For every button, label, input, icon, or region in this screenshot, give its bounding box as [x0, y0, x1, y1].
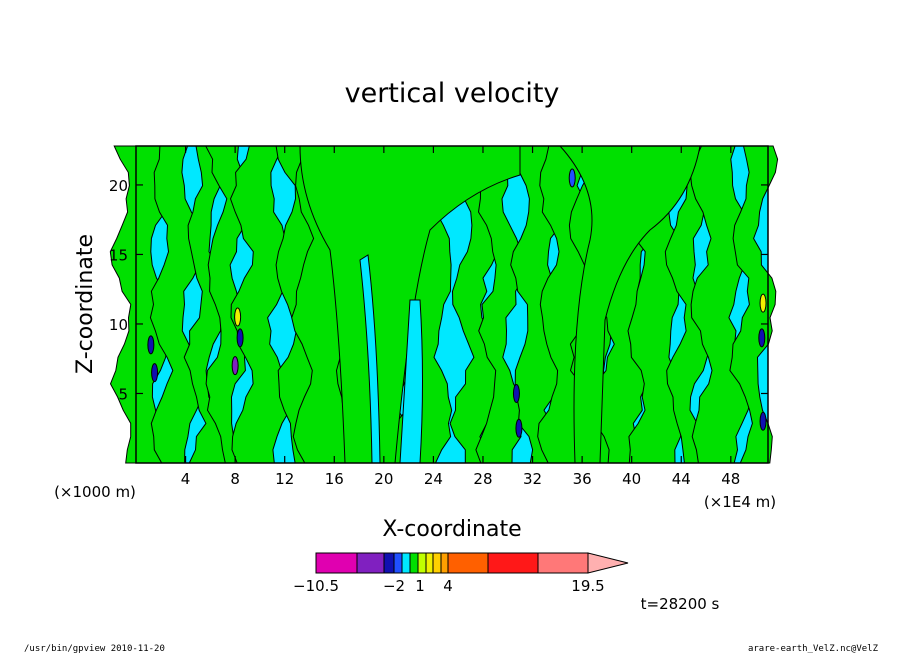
contour-core: [236, 328, 244, 348]
contour-field: [109, 145, 779, 464]
x-tick-label: 44: [672, 470, 691, 488]
colorbar-swatch: [417, 552, 427, 574]
colorbar-tick-labels: −10.5 −2 1 4 19.5: [293, 577, 605, 595]
x-tick-label: 28: [473, 470, 492, 488]
x-tick-label: 48: [721, 470, 740, 488]
contour-core: [231, 356, 239, 376]
colorbar-swatch: [409, 552, 419, 574]
x-tick-label: 20: [374, 470, 393, 488]
footer-right: arare-earth_VelZ.nc@VelZ: [748, 644, 879, 654]
colorbar-swatch: [447, 552, 489, 574]
x-unit-right: (×1E4 m): [704, 493, 776, 511]
y-tick-label: 5: [118, 385, 128, 403]
y-axis-label: Z-coordinate: [73, 234, 98, 374]
x-axis-label: X-coordinate: [382, 517, 521, 542]
chart-title: vertical velocity: [345, 78, 560, 109]
colorbar-swatch: [393, 552, 403, 574]
y-tick-label: 10: [109, 316, 128, 334]
colorbar-tick-label: −10.5: [293, 577, 339, 595]
colorbar: [315, 552, 629, 574]
contour-band: [729, 145, 779, 464]
x-tick-label: 32: [523, 470, 542, 488]
contour-core: [234, 307, 242, 327]
colorbar-extend-arrow: [587, 552, 629, 574]
colorbar-tick-label: −2: [383, 577, 405, 595]
x-unit-left: (×1000 m): [54, 483, 136, 501]
colorbar-swatch: [356, 552, 385, 574]
footer-left: /usr/bin/gpview 2010-11-20: [24, 644, 165, 654]
x-tick-label: 8: [230, 470, 240, 488]
y-tick-label: 20: [109, 177, 128, 195]
colorbar-swatch: [432, 552, 442, 574]
colorbar-tick-label: 1: [415, 577, 425, 595]
colorbar-swatch: [487, 552, 539, 574]
contour-core: [758, 328, 766, 348]
colorbar-swatch: [440, 552, 449, 574]
colorbar-swatch: [315, 552, 358, 574]
x-axis: 4 8 12 16 20 24 28 32 36 40 44 48: [181, 146, 740, 488]
colorbar-swatch: [401, 552, 411, 574]
x-tick-label: 36: [573, 470, 592, 488]
x-tick-label: 24: [424, 470, 443, 488]
x-tick-label: 40: [622, 470, 641, 488]
colorbar-swatch: [383, 552, 395, 574]
contour-core: [512, 383, 520, 403]
x-tick-label: 4: [181, 470, 191, 488]
contour-core: [515, 418, 523, 438]
time-label: t=28200 s: [641, 595, 720, 613]
contour-core: [568, 168, 576, 188]
contour-core: [759, 293, 767, 313]
y-tick-label: 15: [109, 246, 128, 264]
colorbar-swatch: [537, 552, 589, 574]
contour-core: [759, 411, 767, 431]
x-tick-label: 12: [275, 470, 294, 488]
y-axis: 5 10 15 20: [109, 177, 768, 403]
contour-core: [151, 363, 159, 383]
colorbar-swatch: [425, 552, 434, 574]
colorbar-tick-label: 4: [443, 577, 453, 595]
plot-frame: [135, 145, 769, 464]
contour-core: [147, 335, 155, 355]
x-tick-label: 16: [325, 470, 344, 488]
colorbar-tick-label: 19.5: [571, 577, 604, 595]
